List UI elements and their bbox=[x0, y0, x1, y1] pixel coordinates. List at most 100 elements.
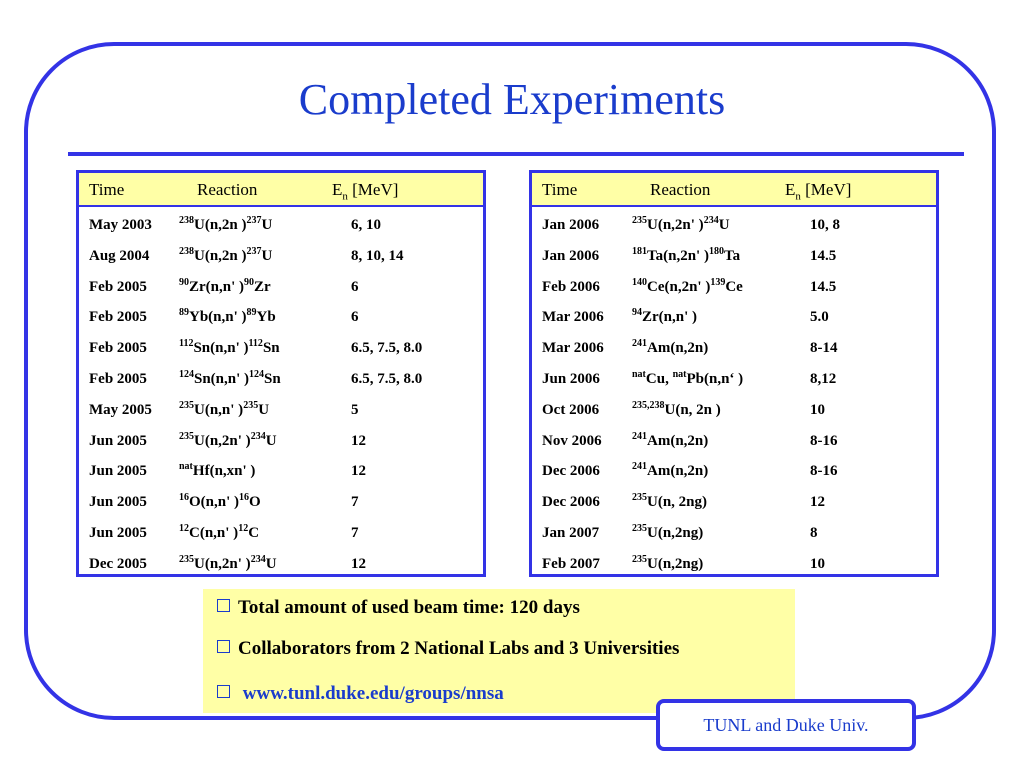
cell-time: May 2005 bbox=[89, 401, 152, 418]
table-row: Feb 2005 89Yb(n,n' )89Yb 6 bbox=[79, 307, 483, 337]
table-row: May 2003 238U(n,2n )237U 6, 10 bbox=[79, 215, 483, 245]
header-reaction: Reaction bbox=[650, 180, 711, 199]
header-energy-symbol: E bbox=[332, 180, 343, 199]
cell-energy: 8-16 bbox=[810, 463, 838, 480]
table-row: Jun 2005 12C(n,n' )12C 7 bbox=[79, 523, 483, 553]
table-row: Jun 2005 16O(n,n' )16O 7 bbox=[79, 492, 483, 522]
summary-notes: Total amount of used beam time: 120 days… bbox=[203, 589, 795, 713]
cell-reaction: 235U(n,2ng) bbox=[632, 553, 704, 572]
table-row: Jan 2006 181Ta(n,2n' )180Ta 14.5 bbox=[532, 245, 936, 276]
cell-reaction: 238U(n,2n )237U bbox=[179, 245, 273, 264]
cell-energy: 7 bbox=[351, 494, 359, 511]
cell-reaction: natCu, natPb(n,n‘ ) bbox=[632, 369, 744, 387]
header-energy-symbol: E bbox=[785, 180, 796, 199]
cell-energy: 8,12 bbox=[810, 371, 837, 387]
cell-time: Oct 2006 bbox=[542, 401, 600, 418]
cell-energy: 8-14 bbox=[810, 340, 838, 357]
cell-reaction: 140Ce(n,2n' )139Ce bbox=[632, 276, 743, 295]
cell-time: Jun 2005 bbox=[89, 494, 147, 511]
checkbox-bullet-icon bbox=[217, 640, 230, 653]
cell-time: May 2003 bbox=[89, 217, 152, 233]
cell-reaction: 241Am(n,2n) bbox=[632, 338, 709, 357]
cell-time: Jan 2006 bbox=[542, 217, 600, 233]
slide-frame bbox=[24, 42, 996, 720]
table-row: Oct 2006 235,238U(n, 2n ) 10 bbox=[532, 399, 936, 430]
page-title: Completed Experiments bbox=[298, 75, 726, 124]
cell-reaction: 112Sn(n,n' )112Sn bbox=[179, 338, 280, 357]
cell-energy: 10 bbox=[810, 401, 825, 418]
cell-reaction: 235U(n,2n' )234U bbox=[179, 430, 277, 449]
table-row: Mar 2006 94Zr(n,n' ) 5.0 bbox=[532, 307, 936, 337]
checkbox-bullet-icon bbox=[217, 685, 230, 698]
table-row: Dec 2006 235U(n, 2ng) 12 bbox=[532, 492, 936, 522]
cell-time: Feb 2007 bbox=[542, 555, 600, 572]
header-energy-subscript: n bbox=[795, 190, 801, 203]
cell-reaction: 235,238U(n, 2n ) bbox=[632, 399, 721, 418]
cell-energy: 8, 10, 14 bbox=[351, 247, 404, 264]
table-row: Feb 2005 124Sn(n,n' )124Sn 6.5, 7.5, 8.0 bbox=[79, 369, 483, 399]
cell-time: Jan 2007 bbox=[542, 525, 600, 541]
table-row: Jun 2005 235U(n,2n' )234U 12 bbox=[79, 430, 483, 461]
cell-time: Jun 2005 bbox=[89, 463, 147, 480]
cell-energy: 6 bbox=[351, 278, 359, 295]
cell-reaction: 235U(n,2n' )234U bbox=[632, 215, 730, 233]
cell-energy: 6 bbox=[351, 309, 359, 326]
cell-reaction: 94Zr(n,n' ) bbox=[632, 307, 698, 326]
cell-energy: 5.0 bbox=[810, 309, 829, 326]
cell-time: Jan 2006 bbox=[542, 247, 600, 264]
cell-reaction: 235U(n,2ng) bbox=[632, 523, 704, 541]
cell-reaction: 12C(n,n' )12C bbox=[179, 523, 260, 541]
note-collaborators: Collaborators from 2 National Labs and 3… bbox=[217, 638, 679, 660]
header-reaction: Reaction bbox=[197, 180, 258, 199]
table-row: Nov 2006 241Am(n,2n) 8-16 bbox=[532, 431, 936, 461]
table-row: Mar 2006 241Am(n,2n) 8-14 bbox=[532, 338, 936, 368]
note-link: www.tunl.duke.edu/groups/nnsa bbox=[217, 683, 504, 705]
cell-energy: 12 bbox=[351, 555, 366, 572]
cell-reaction: 235U(n, 2ng) bbox=[632, 492, 708, 511]
header-energy-subscript: n bbox=[342, 190, 348, 203]
cell-time: Feb 2005 bbox=[89, 309, 147, 326]
table-header: Time Reaction En [MeV] bbox=[532, 173, 936, 207]
header-time: Time bbox=[542, 180, 578, 199]
cell-reaction: 16O(n,n' )16O bbox=[179, 492, 261, 511]
header-energy-unit: [MeV] bbox=[800, 180, 852, 199]
cell-reaction: 235U(n,n' )235U bbox=[179, 399, 270, 418]
cell-energy: 7 bbox=[351, 525, 359, 541]
cell-time: Dec 2006 bbox=[542, 494, 600, 511]
cell-time: Dec 2006 bbox=[542, 463, 600, 480]
cell-energy: 12 bbox=[351, 463, 366, 480]
cell-energy: 5 bbox=[351, 401, 359, 418]
table-row: Aug 2004 238U(n,2n )237U 8, 10, 14 bbox=[79, 245, 483, 276]
cell-reaction: 124Sn(n,n' )124Sn bbox=[179, 369, 281, 387]
experiments-table-left: Time Reaction En [MeV] May 2003 238U(n,2n… bbox=[76, 170, 486, 577]
cell-time: Feb 2005 bbox=[89, 371, 147, 387]
cell-time: Dec 2005 bbox=[89, 555, 147, 572]
cell-energy: 12 bbox=[351, 432, 366, 449]
cell-time: Nov 2006 bbox=[542, 432, 602, 449]
cell-time: Feb 2005 bbox=[89, 278, 147, 295]
cell-energy: 8-16 bbox=[810, 432, 838, 449]
cell-energy: 6, 10 bbox=[351, 217, 381, 233]
table-row: May 2005 235U(n,n' )235U 5 bbox=[79, 399, 483, 430]
title-divider bbox=[68, 152, 964, 156]
cell-time: Jun 2005 bbox=[89, 432, 147, 449]
cell-time: Feb 2006 bbox=[542, 278, 600, 295]
header-energy-unit: [MeV] bbox=[347, 180, 399, 199]
note-beam-time: Total amount of used beam time: 120 days bbox=[217, 597, 580, 619]
checkbox-bullet-icon bbox=[217, 599, 230, 612]
table-row: Jun 2006 natCu, natPb(n,n‘ ) 8,12 bbox=[532, 369, 936, 399]
cell-reaction: 238U(n,2n )237U bbox=[179, 215, 273, 233]
cell-reaction: 181Ta(n,2n' )180Ta bbox=[632, 245, 741, 264]
cell-reaction: 241Am(n,2n) bbox=[632, 461, 709, 480]
cell-time: Jun 2006 bbox=[542, 371, 600, 387]
tunl-nnsa-link[interactable]: www.tunl.duke.edu/groups/nnsa bbox=[242, 683, 504, 704]
cell-time: Mar 2006 bbox=[542, 340, 604, 357]
cell-energy: 14.5 bbox=[810, 278, 837, 295]
table-row: Jan 2006 235U(n,2n' )234U 10, 8 bbox=[532, 215, 936, 245]
cell-energy: 10 bbox=[810, 555, 825, 572]
table-row: Feb 2007 235U(n,2ng) 10 bbox=[532, 553, 936, 584]
cell-time: Jun 2005 bbox=[89, 525, 147, 541]
cell-reaction: 90Zr(n,n' )90Zr bbox=[179, 276, 271, 295]
cell-energy: 6.5, 7.5, 8.0 bbox=[351, 371, 423, 387]
table-row: Dec 2006 241Am(n,2n) 8-16 bbox=[532, 461, 936, 491]
